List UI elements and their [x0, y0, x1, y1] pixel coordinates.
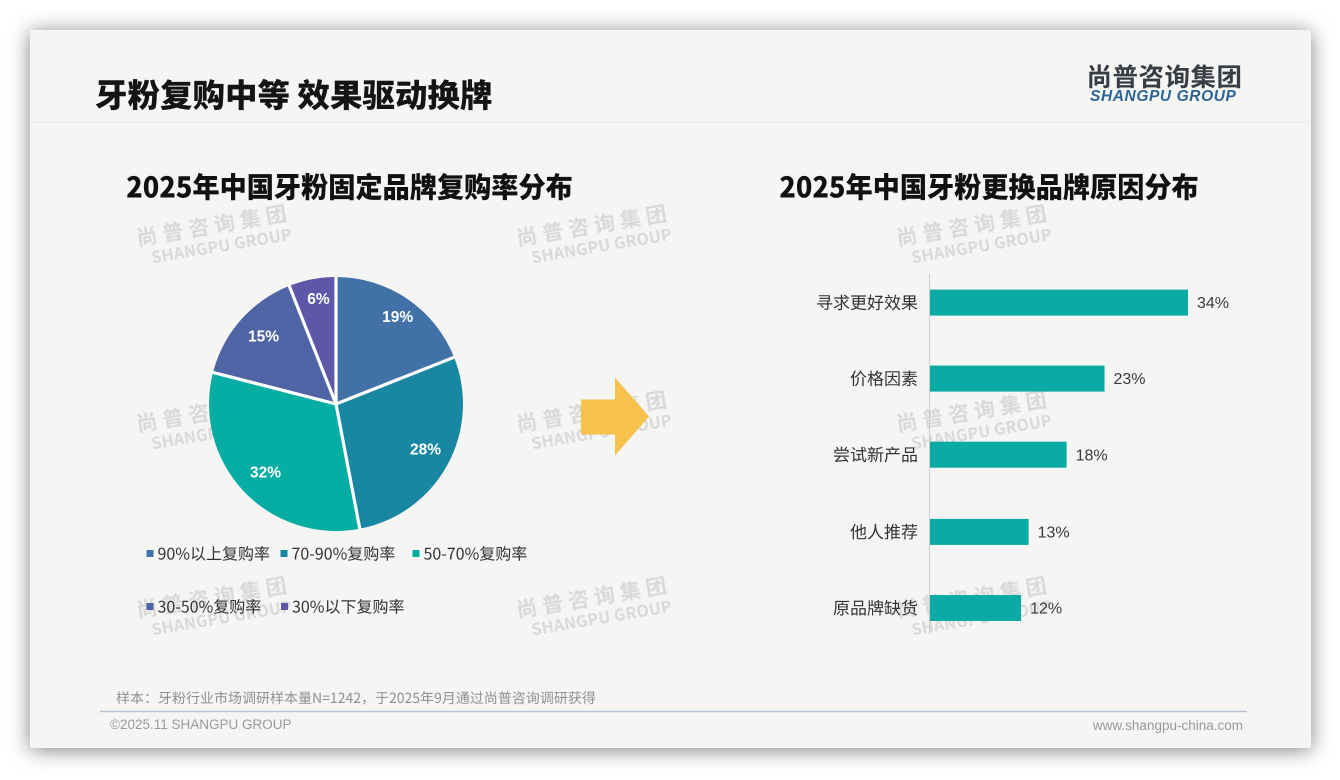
svg-text:13%: 13% [1038, 525, 1070, 542]
svg-text:34%: 34% [1197, 295, 1229, 312]
svg-text:18%: 18% [1076, 447, 1108, 464]
svg-text:©2025.11 SHANGPU GROUP: ©2025.11 SHANGPU GROUP [110, 717, 292, 732]
svg-text:28%: 28% [410, 442, 441, 459]
svg-text:32%: 32% [250, 465, 281, 482]
svg-text:15%: 15% [248, 329, 279, 346]
svg-text:12%: 12% [1030, 601, 1062, 618]
svg-text:23%: 23% [1114, 371, 1146, 388]
svg-text:6%: 6% [307, 291, 330, 308]
svg-text:www.shangpu-china.com: www.shangpu-china.com [1092, 718, 1243, 733]
svg-text:19%: 19% [382, 309, 413, 326]
svg-text:SHANGPU GROUP: SHANGPU GROUP [1090, 88, 1237, 105]
